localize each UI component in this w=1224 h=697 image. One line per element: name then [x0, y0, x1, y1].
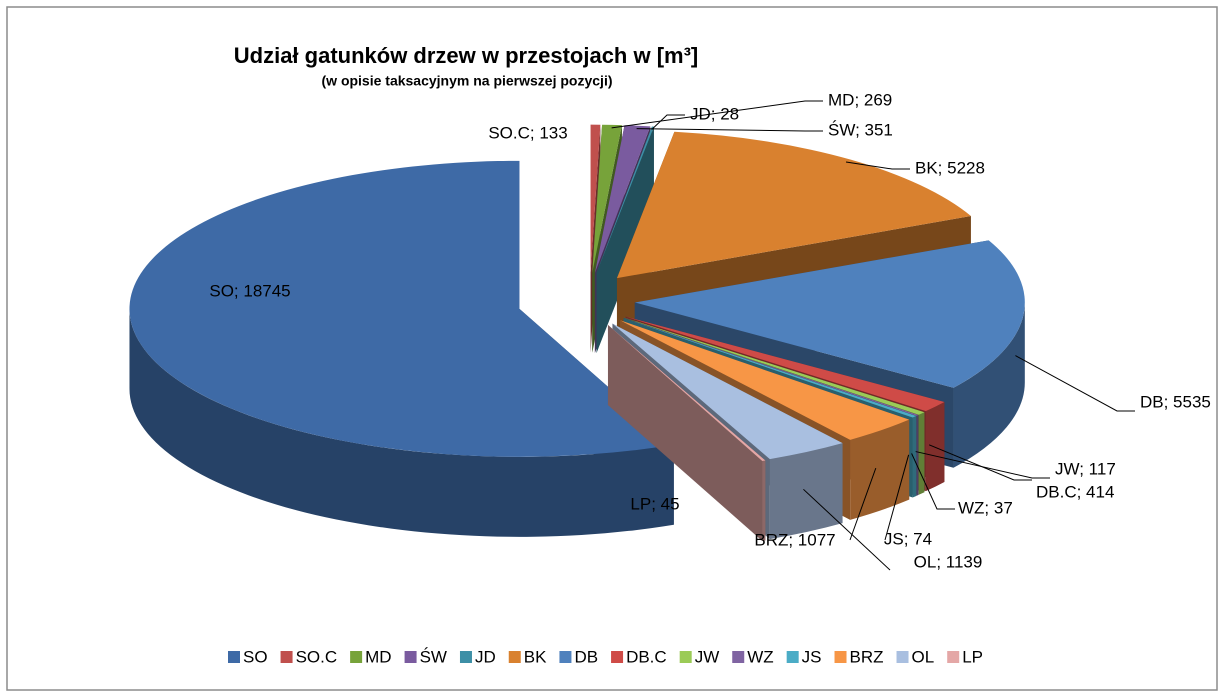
leader-line [1015, 355, 1135, 412]
leader-line [845, 161, 910, 170]
leader-line [928, 444, 1032, 481]
slice-top [590, 124, 601, 273]
slice-wall [925, 401, 945, 492]
slice-top [624, 317, 925, 415]
legend-label: WZ [747, 647, 773, 666]
legend-label: LP [962, 647, 983, 666]
slice-top [620, 320, 910, 440]
slice-wall [953, 302, 1025, 468]
legend-swatch [732, 651, 745, 663]
legend-label: JD [475, 647, 496, 666]
legend-swatch [947, 651, 960, 663]
slice-wall [850, 419, 910, 520]
slice-face [596, 126, 654, 353]
slice-wall [762, 460, 766, 541]
data-label: JS; 74 [884, 529, 932, 548]
leader-line [849, 467, 877, 541]
legend-swatch [280, 651, 293, 663]
legend-swatch [559, 651, 572, 663]
legend-label: OL [912, 647, 935, 666]
chart-subtitle: (w opisie taksacyjnym na pierwszej pozyc… [322, 73, 613, 89]
legend-label: SO [243, 647, 268, 666]
slice [129, 160, 674, 537]
slice-top [596, 126, 654, 273]
leader-line [911, 453, 955, 510]
slice-top [616, 131, 971, 279]
slice-top [592, 124, 622, 273]
leader-line [636, 128, 823, 132]
slice-wall [912, 416, 917, 498]
data-label: SO.C; 133 [488, 123, 567, 142]
legend-label: SO.C [296, 647, 338, 666]
data-label: OL; 1139 [914, 552, 983, 571]
slice-wall [916, 415, 919, 496]
chart-title: Udział gatunków drzew w przestojach w [m… [234, 43, 699, 68]
slice-top [129, 160, 674, 457]
data-label: ŚW; 351 [828, 120, 893, 139]
legend-swatch [350, 651, 363, 663]
slice-wall [918, 412, 925, 495]
data-label: WZ; 37 [958, 498, 1013, 517]
slice-face [607, 325, 763, 541]
slice-top [625, 316, 945, 412]
data-label: BRZ; 1077 [754, 530, 835, 549]
slice-top [612, 323, 843, 460]
slice [596, 126, 654, 353]
legend-label: BK [524, 647, 547, 666]
data-label: DB.C; 414 [1036, 482, 1114, 501]
legend-swatch [786, 651, 799, 663]
legend-label: DB.C [626, 647, 667, 666]
legend-label: BRZ [850, 647, 884, 666]
legend-label: MD [365, 647, 391, 666]
slice-wall [769, 443, 843, 540]
legend-label: ŚW [420, 647, 447, 666]
data-label: JD; 28 [690, 104, 739, 123]
data-label: DB; 5535 [1140, 392, 1211, 411]
legend-swatch [679, 651, 692, 663]
data-label: SO; 18745 [209, 281, 290, 300]
leader-line [803, 488, 891, 571]
leader-line [651, 114, 685, 130]
legend-swatch [508, 651, 521, 663]
legend-label: JW [695, 647, 720, 666]
legend-swatch [896, 651, 909, 663]
legend-swatch [459, 651, 472, 663]
data-label: MD; 269 [828, 90, 892, 109]
legend-swatch [611, 651, 624, 663]
leader-line [884, 454, 910, 541]
leader-line [611, 100, 823, 129]
slice-top [623, 317, 919, 416]
slice-top [594, 125, 651, 273]
slice-top [634, 240, 1025, 388]
legend-swatch [404, 651, 417, 663]
data-label: LP; 45 [630, 494, 679, 513]
legend-swatch [228, 651, 240, 663]
data-label: BK; 5228 [915, 158, 985, 177]
legend-label: JS [802, 647, 822, 666]
slice-top [623, 318, 917, 418]
slice [607, 325, 766, 541]
legend-swatch [834, 651, 847, 663]
slice-wall [129, 308, 674, 537]
data-label: JW; 117 [1055, 459, 1116, 478]
leader-line [915, 451, 1050, 479]
slice-top [607, 325, 766, 461]
legend-label: DB [574, 647, 598, 666]
